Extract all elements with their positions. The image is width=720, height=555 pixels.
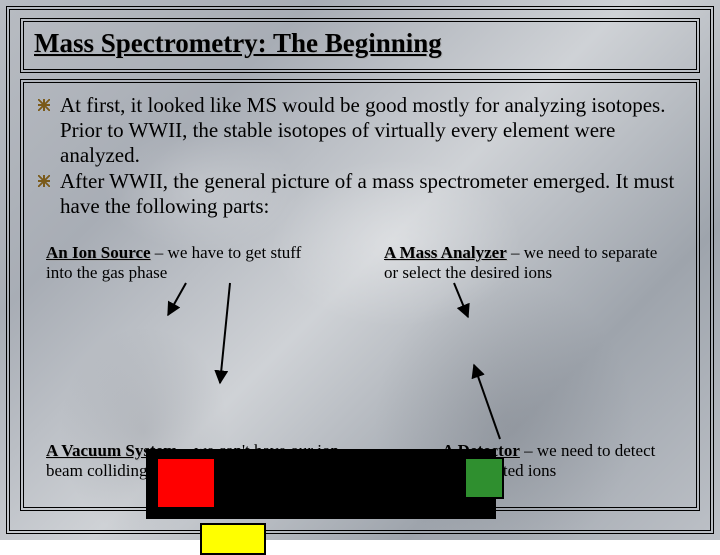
slide-title: Mass Spectrometry: The Beginning — [34, 28, 686, 59]
slide-frame: Mass Spectrometry: The Beginning At firs… — [6, 6, 714, 534]
diagram-labels: An Ion Source – we have to get stuff int… — [24, 83, 696, 507]
label-ion-source: An Ion Source – we have to get stuff int… — [46, 243, 326, 282]
label-ion-source-lead: An Ion Source — [46, 243, 151, 262]
label-mass-analyzer: A Mass Analyzer – we need to separate or… — [384, 243, 674, 282]
vacuum-pump-box — [200, 523, 266, 555]
ion-source-box — [156, 457, 216, 509]
body-box: At first, it looked like MS would be goo… — [20, 79, 700, 511]
detector-box — [464, 457, 504, 499]
title-box: Mass Spectrometry: The Beginning — [20, 18, 700, 73]
label-mass-analyzer-lead: A Mass Analyzer — [384, 243, 507, 262]
